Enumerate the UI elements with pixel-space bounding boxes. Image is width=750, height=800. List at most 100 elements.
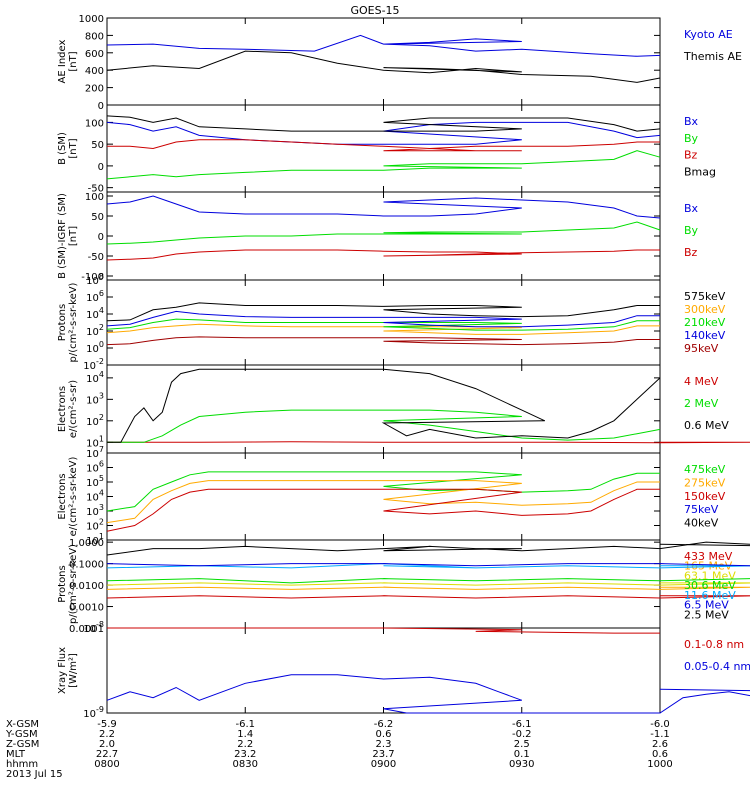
figure-title: GOES-15: [350, 4, 399, 17]
series-line: [107, 441, 750, 444]
y-tick-exponent: 4: [99, 306, 104, 315]
y-tick-exponent: 8: [99, 272, 104, 281]
series-line: [106, 541, 750, 556]
y-axis-label: Electrons: [57, 386, 68, 432]
panel-frame: [106, 17, 661, 106]
series-line: [107, 139, 660, 152]
series-line: [106, 50, 661, 83]
footer-value: 0.6: [376, 729, 392, 740]
legend-label: 4 MeV: [684, 375, 719, 388]
footer-row-label: hhmm: [6, 759, 38, 770]
series-line: [106, 310, 660, 328]
footer-value: -6.0: [650, 719, 670, 730]
legend-label: 275keV: [684, 476, 726, 489]
y-tick-label: 106: [86, 289, 104, 304]
legend-label: 140keV: [684, 329, 726, 342]
footer-value: -5.9: [97, 719, 117, 730]
series-line: [106, 586, 750, 590]
footer-row-label: Y-GSM: [5, 729, 38, 740]
y-tick-exponent: 2: [99, 413, 104, 422]
y-tick-exponent: 6: [99, 289, 104, 298]
legend-label: 11.6 MeV: [684, 589, 736, 602]
footer-value: -0.2: [512, 729, 532, 740]
y-tick-exponent: -9: [96, 705, 104, 714]
panel-1: 0 200 400 600 800 1000 AE Index [nT] Kyoto AE The…: [57, 14, 742, 112]
series-line: [107, 627, 660, 634]
legend-label: 0.05-0.4 nm: [684, 660, 750, 673]
footer-value: 0900: [371, 759, 396, 770]
y-tick-exponent: 1: [99, 434, 104, 443]
series-line: [106, 336, 660, 346]
footer-value: 22.7: [96, 749, 118, 760]
footer-value: 2.5: [514, 739, 530, 750]
series-line: [106, 578, 750, 584]
y-tick-label: 104: [86, 370, 104, 385]
footer-row-label: X-GSM: [6, 719, 39, 730]
series-line: [106, 249, 660, 261]
y-axis-label: AE Index: [57, 39, 68, 83]
footer-value: 2.2: [237, 739, 253, 750]
y-tick-label: 800: [85, 31, 104, 42]
y-tick-label: 0: [98, 101, 104, 112]
legend-label: Bmag: [684, 165, 716, 178]
footer-value: -6.1: [235, 719, 255, 730]
y-tick-label: 103: [86, 503, 104, 518]
legend-label: 575keV: [684, 290, 726, 303]
legend-label: 433 MeV: [684, 550, 733, 563]
y-tick-exponent: 5: [99, 474, 104, 483]
y-tick-label: 0.0100: [69, 581, 104, 592]
series-line: [106, 674, 750, 714]
y-tick-exponent: 6: [99, 460, 104, 469]
y-tick-exponent: 3: [99, 503, 104, 512]
footer-value: 0800: [94, 759, 119, 770]
y-tick-label: 102: [86, 413, 104, 428]
y-tick-label: 102: [86, 323, 104, 338]
y-tick-exponent: 2: [99, 518, 104, 527]
footer-value: 0.1: [514, 749, 530, 760]
y-tick-exponent: 4: [99, 370, 104, 379]
series-line: [106, 595, 750, 599]
y-tick-label: 0.0001: [69, 624, 104, 635]
y-tick-label: 1000: [79, 14, 104, 25]
footer-value: 2.2: [99, 729, 115, 740]
series-line: [106, 480, 660, 524]
legend-label: Bz: [684, 149, 698, 162]
footer-value: 1000: [647, 759, 672, 770]
series-line: [106, 115, 661, 132]
legend-label: 2.5 MeV: [684, 608, 729, 621]
y-axis-unit: [W/m²]: [68, 653, 79, 688]
series-line: [106, 318, 660, 331]
series-line: [107, 368, 661, 443]
legend-label: Themis AE: [683, 50, 742, 63]
y-axis-unit: [nT]: [68, 226, 79, 246]
footer-value: 2.3: [376, 739, 392, 750]
footer-value: 0.6: [652, 749, 668, 760]
legend-label: Kyoto AE: [684, 28, 733, 41]
legend-label: By: [684, 224, 699, 237]
y-axis-label: B (SM): [57, 132, 68, 165]
series-line: [106, 563, 750, 569]
y-tick-label: -50: [88, 252, 104, 263]
panel-frame: [106, 539, 661, 629]
footer-row-label: Z-GSM: [6, 739, 39, 750]
series-line: [106, 221, 661, 245]
legend-label: 6.5 MeV: [684, 599, 729, 612]
y-tick-label: 100: [85, 118, 104, 129]
footer-value: 23.7: [372, 749, 394, 760]
legend-label: 75keV: [684, 503, 719, 516]
panel-frame: [106, 191, 661, 281]
y-tick-exponent: 7: [99, 445, 104, 454]
y-axis-unit: e/(cm²-s-sr-keV): [68, 457, 79, 537]
legend-label: Bz: [684, 246, 698, 259]
y-tick-label: 0: [98, 232, 104, 243]
y-tick-label: 50: [91, 140, 104, 151]
y-tick-label: 400: [85, 66, 104, 77]
panel-2: -50 0 50 100 B (SM) [nT] Bx By Bz Bmag: [57, 104, 716, 195]
y-tick-exponent: 4: [99, 489, 104, 498]
footer-value: -6.1: [512, 719, 532, 730]
